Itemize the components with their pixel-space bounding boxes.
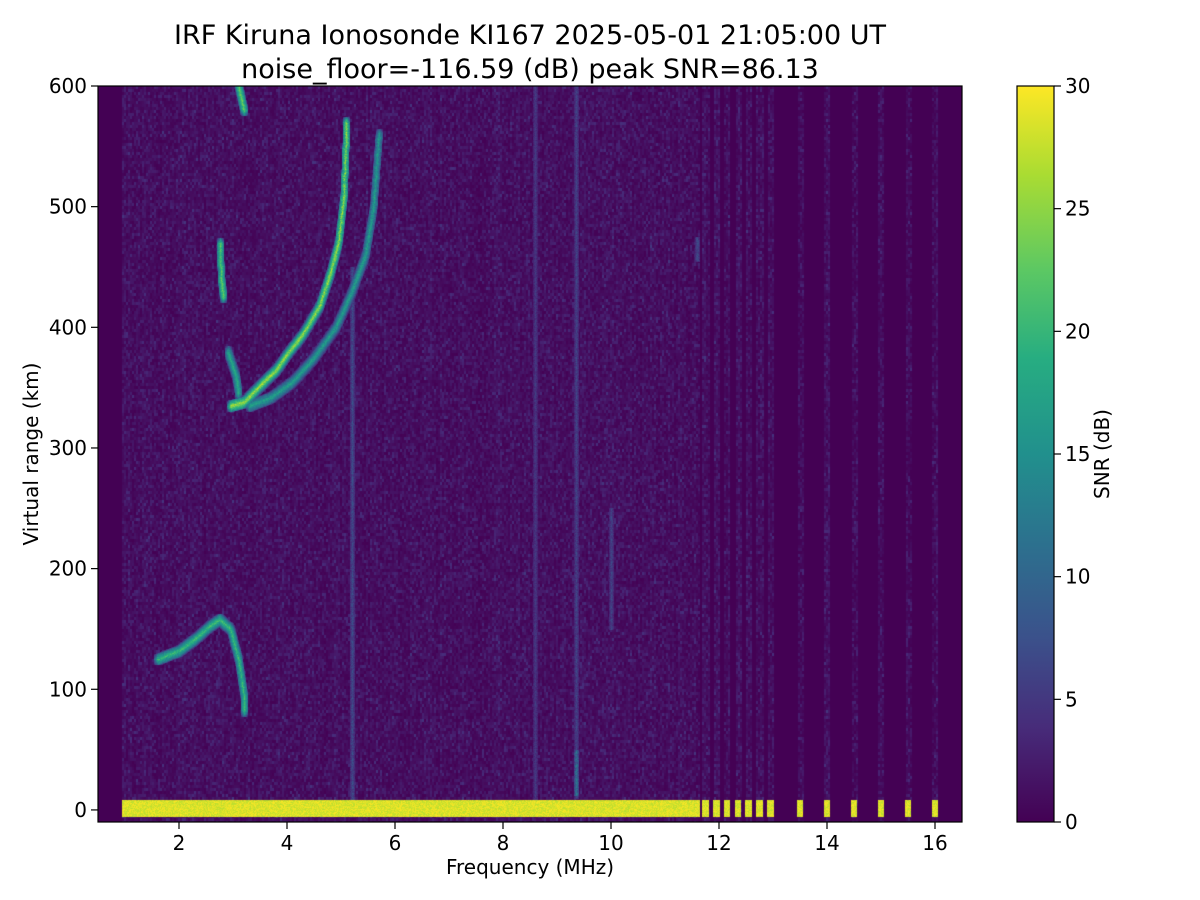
colorbar: 0 5 10 15 20 25 30 SNR (dB) xyxy=(1016,74,1114,834)
y-axis-label: Virtual range (km) xyxy=(19,363,43,546)
colorbar-tick-label: 10 xyxy=(1065,565,1090,589)
plot-frame xyxy=(97,85,963,823)
y-tick-label: 100 xyxy=(49,677,87,701)
colorbar-tick-label: 15 xyxy=(1065,442,1090,466)
colorbar-tick-label: 5 xyxy=(1065,687,1078,711)
y-tick-label: 300 xyxy=(49,436,87,460)
y-tick-label: 600 xyxy=(49,74,87,98)
colorbar-tick-label: 25 xyxy=(1065,197,1090,221)
colorbar-tick-label: 20 xyxy=(1065,319,1090,343)
plot-area xyxy=(97,85,963,823)
colorbar-ticks: 0 5 10 15 20 25 30 xyxy=(1054,74,1090,834)
x-axis: 2 4 6 8 10 12 14 16 xyxy=(173,822,948,855)
x-tick-label: 14 xyxy=(814,831,839,855)
x-axis-label: Frequency (MHz) xyxy=(446,855,614,879)
x-tick-label: 10 xyxy=(598,831,623,855)
colorbar-tick-label: 30 xyxy=(1065,74,1090,98)
heatmap-image xyxy=(98,86,962,822)
chart-subtitle: noise_floor=-116.59 (dB) peak SNR=86.13 xyxy=(241,54,819,85)
x-tick-label: 4 xyxy=(281,831,294,855)
y-tick-label: 400 xyxy=(49,315,87,339)
colorbar-tick-label: 0 xyxy=(1065,810,1078,834)
x-tick-label: 16 xyxy=(922,831,947,855)
colorbar-label: SNR (dB) xyxy=(1090,409,1114,499)
x-tick-label: 6 xyxy=(389,831,402,855)
y-axis: 0 100 200 300 400 500 600 xyxy=(49,74,98,822)
x-tick-label: 2 xyxy=(173,831,186,855)
colorbar-gradient xyxy=(1016,85,1055,823)
x-tick-label: 12 xyxy=(706,831,731,855)
y-tick-label: 0 xyxy=(74,798,87,822)
chart-title: IRF Kiruna Ionosonde KI167 2025-05-01 21… xyxy=(174,20,887,51)
y-tick-label: 500 xyxy=(49,195,87,219)
x-tick-label: 8 xyxy=(497,831,510,855)
y-tick-label: 200 xyxy=(49,557,87,581)
